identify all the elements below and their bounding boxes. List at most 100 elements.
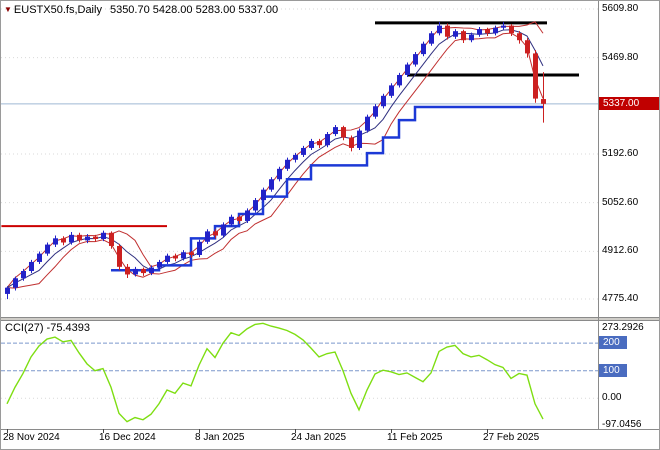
candle xyxy=(413,54,418,65)
candle xyxy=(373,106,378,117)
candle xyxy=(69,234,74,243)
indicator-axis-label: 273.2926 xyxy=(602,322,644,333)
current-price-badge: 5337.00 xyxy=(599,96,659,110)
candle xyxy=(397,74,402,86)
candle xyxy=(493,27,498,34)
candle xyxy=(525,40,530,54)
time-axis-label: 28 Nov 2024 xyxy=(3,432,60,443)
candle xyxy=(165,255,170,262)
time-axis-label: 27 Feb 2025 xyxy=(483,432,540,443)
candle xyxy=(133,268,138,275)
symbol-dropdown-icon[interactable]: ▼ xyxy=(4,5,12,14)
indicator-panel xyxy=(1,322,598,423)
candle xyxy=(381,95,386,107)
price-axis-label: 5609.80 xyxy=(602,3,639,14)
candle xyxy=(237,216,242,221)
time-axis[interactable]: 28 Nov 2024 16 Dec 2024 8 Jan 2025 24 Jan 2… xyxy=(1,429,659,449)
candle xyxy=(61,238,66,243)
candle xyxy=(245,210,250,221)
candle xyxy=(429,33,434,44)
candle xyxy=(365,116,370,131)
candle xyxy=(325,134,330,146)
candle xyxy=(221,224,226,236)
price-axis-label: 5469.80 xyxy=(602,51,639,63)
candle xyxy=(109,232,114,246)
candle xyxy=(149,267,154,274)
candle xyxy=(453,31,458,37)
candle xyxy=(189,252,194,255)
candle xyxy=(29,261,34,271)
candle xyxy=(469,34,474,41)
candle xyxy=(229,216,234,225)
candle xyxy=(101,232,106,240)
candle xyxy=(261,189,266,201)
candle xyxy=(437,25,442,34)
price-axis-label: 4912.60 xyxy=(602,245,639,257)
candle xyxy=(173,255,178,259)
symbol-timeframe-label: EUSTX50.fs,Daily xyxy=(13,4,102,16)
candle xyxy=(357,130,362,148)
candle xyxy=(509,25,514,34)
price-axis-label: 5192.60 xyxy=(602,148,639,159)
indicator-axis-label: -97.0456 xyxy=(602,419,642,430)
candle xyxy=(205,231,210,242)
candle xyxy=(181,252,186,259)
candle xyxy=(213,231,218,236)
candle xyxy=(269,179,274,190)
candle xyxy=(141,268,146,274)
indicator-axis[interactable]: 273.2926 0.00 -97.0456 200 100 xyxy=(598,321,659,430)
time-axis-label: 24 Jan 2025 xyxy=(291,432,347,443)
candle xyxy=(93,236,98,240)
candle xyxy=(333,127,338,135)
indicator-label: CCI(27) -75.4393 xyxy=(5,322,90,334)
candle xyxy=(117,245,122,267)
candle xyxy=(21,270,26,279)
candle xyxy=(421,43,426,55)
candle xyxy=(301,147,306,155)
time-axis-label: 16 Dec 2024 xyxy=(99,432,156,443)
candle xyxy=(37,253,42,262)
step-support-line xyxy=(111,105,543,272)
ohlc-values: 5350.70 5428.00 5283.00 5337.00 xyxy=(109,4,279,16)
candle xyxy=(533,53,538,99)
candle xyxy=(285,159,290,169)
price-axis-label: 5052.60 xyxy=(602,196,639,208)
candle xyxy=(5,287,10,294)
price-axis[interactable]: 5337.00 5609.80 5469.80 5192.60 5052.60 4912… xyxy=(598,1,659,317)
candle xyxy=(485,29,490,34)
candle xyxy=(389,85,394,96)
indicator-axis-label: 0.00 xyxy=(602,392,622,404)
candle xyxy=(45,244,50,254)
candle xyxy=(77,234,82,241)
candle xyxy=(13,278,18,288)
candle xyxy=(125,266,130,275)
cci-level-badge: 100 xyxy=(599,363,627,377)
candle xyxy=(405,64,410,75)
candle xyxy=(477,29,482,35)
candle xyxy=(501,25,506,28)
time-axis-label: 8 Jan 2025 xyxy=(195,432,245,443)
candle xyxy=(277,168,282,180)
candle xyxy=(157,261,162,268)
cci-line xyxy=(6,322,544,423)
candle xyxy=(317,141,322,146)
candle xyxy=(85,236,90,241)
candle xyxy=(461,31,466,41)
candle xyxy=(445,25,450,37)
candle xyxy=(253,200,258,211)
candle xyxy=(309,141,314,148)
candle xyxy=(349,137,354,148)
candle xyxy=(517,33,522,41)
candle xyxy=(293,154,298,160)
candle xyxy=(541,99,546,104)
candle xyxy=(53,238,58,245)
main-chart-panel xyxy=(1,8,598,300)
candle xyxy=(341,127,346,138)
time-axis-label: 11 Feb 2025 xyxy=(387,432,443,443)
cci-level-badge: 200 xyxy=(599,336,627,350)
candle xyxy=(197,241,202,255)
chart-header: ▼ EUSTX50.fs,Daily 5350.70 5428.00 5283.00… xyxy=(4,4,278,16)
price-axis-label: 4775.40 xyxy=(602,293,639,304)
